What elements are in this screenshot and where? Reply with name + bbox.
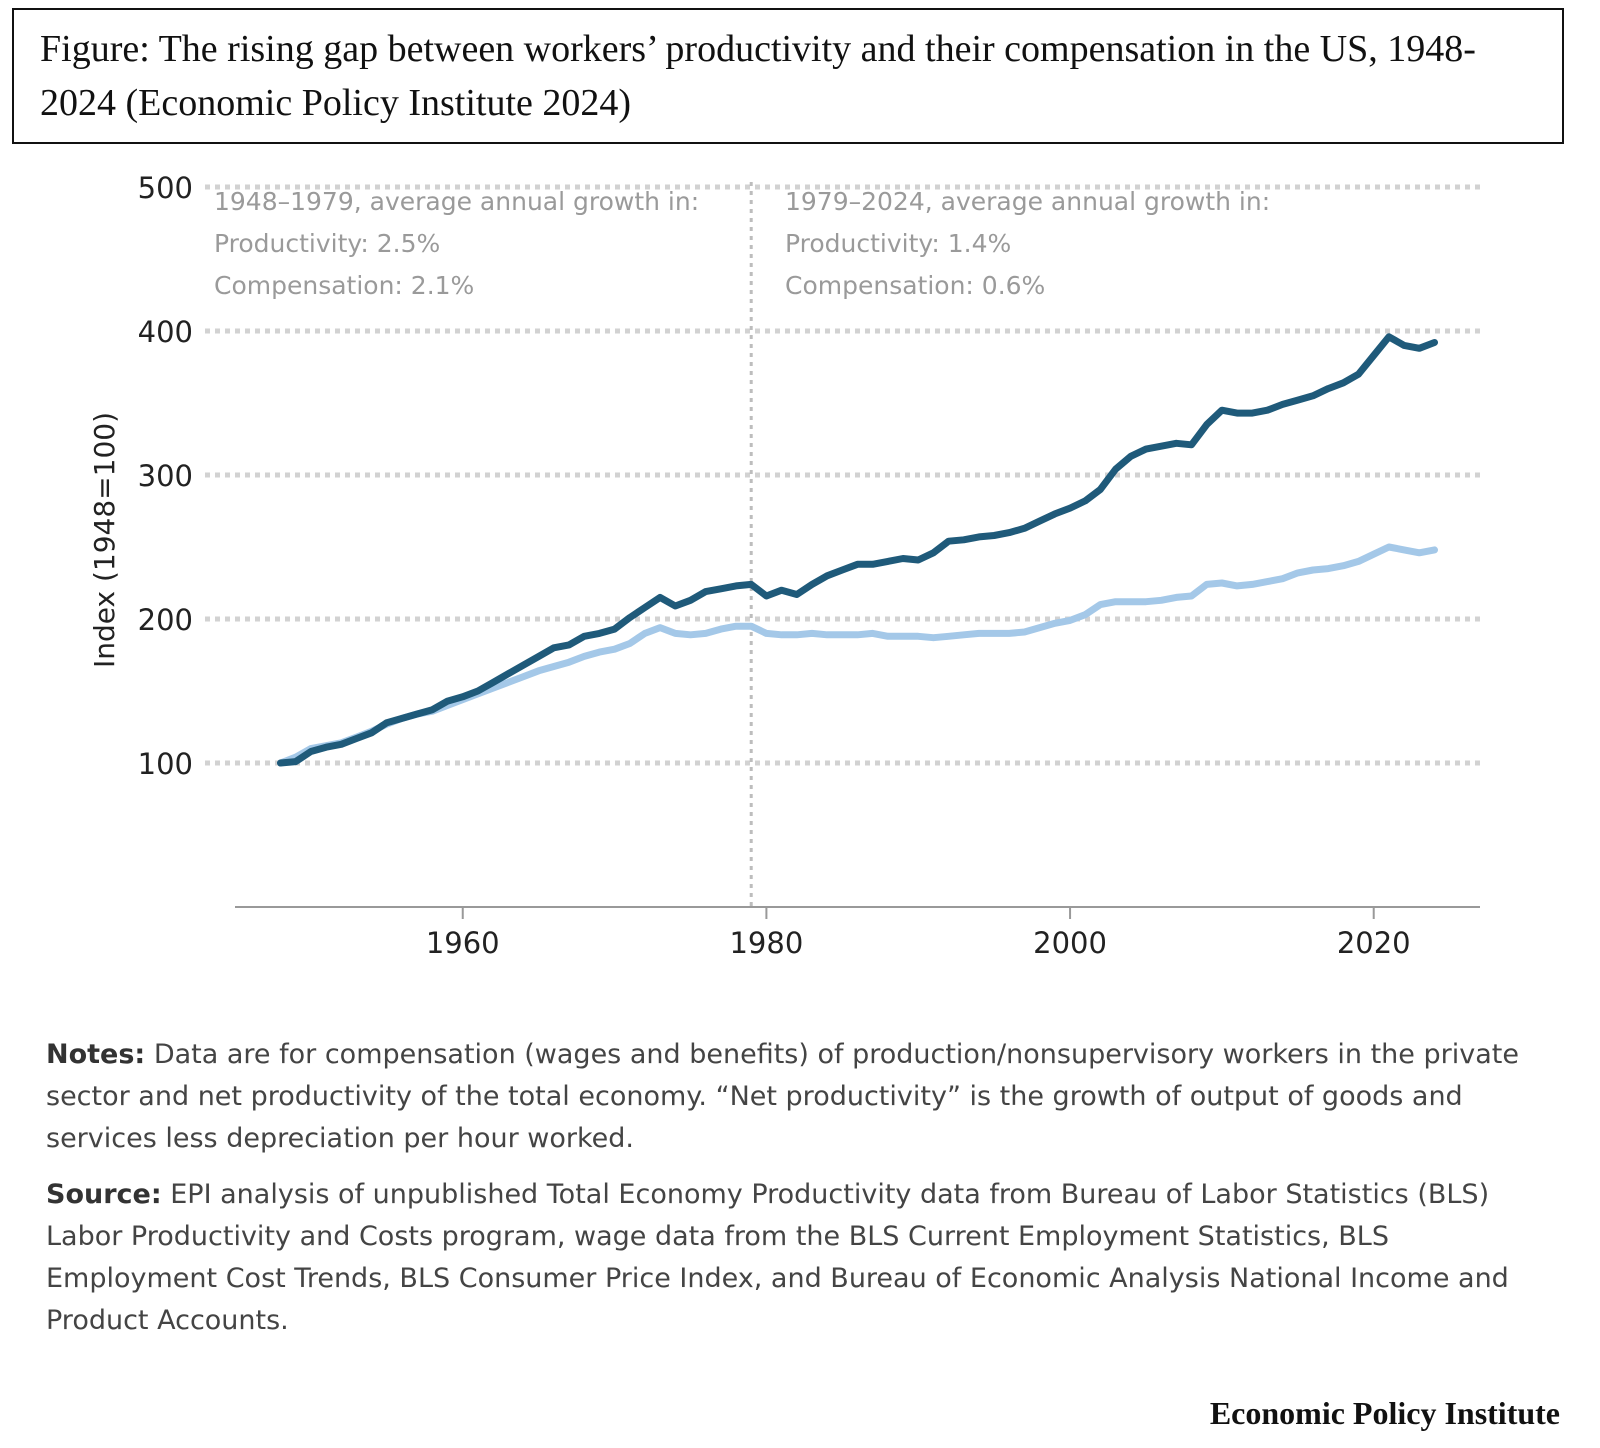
brand-logo-text: Economic Policy Institute bbox=[1209, 1395, 1560, 1431]
y-tick-label-100: 100 bbox=[138, 747, 193, 781]
notes-section: Notes: Data are for compensation (wages … bbox=[46, 1034, 1566, 1356]
y-tick-label-200: 200 bbox=[138, 603, 193, 637]
source-text: EPI analysis of unpublished Total Econom… bbox=[46, 1179, 1509, 1336]
annotation-2-line-3: Compensation: 0.6% bbox=[785, 271, 1045, 300]
productivity-compensation-chart: 100 200 300 400 500 1960 1980 2000 2020 1948–19… bbox=[138, 171, 1482, 960]
growth-annotations: 1948–1979, average annual growth in: Prod… bbox=[214, 187, 1270, 300]
annotation-2-line-2: Productivity: 1.4% bbox=[785, 229, 1011, 258]
y-axis-label: Index (1948=100) bbox=[88, 412, 121, 668]
x-axis-ticks: 1960 1980 2000 2020 bbox=[426, 907, 1411, 960]
x-tick-label-2020: 2020 bbox=[1337, 926, 1411, 960]
productivity-series-line bbox=[277, 333, 1438, 767]
annotation-2-line-1: 1979–2024, average annual growth in: bbox=[785, 187, 1270, 216]
gridlines bbox=[205, 184, 1482, 766]
y-axis-ticks: 100 200 300 400 500 bbox=[138, 171, 193, 781]
annotation-1-line-3: Compensation: 2.1% bbox=[214, 271, 474, 300]
x-tick-label-2000: 2000 bbox=[1033, 926, 1107, 960]
source-paragraph: Source: EPI analysis of unpublished Tota… bbox=[46, 1174, 1566, 1342]
compensation-series-line bbox=[277, 543, 1438, 767]
x-tick-label-1960: 1960 bbox=[426, 926, 500, 960]
series-lines bbox=[277, 333, 1438, 767]
y-axis-label-box: Index (1948=100) bbox=[88, 412, 121, 668]
x-tick-label-1980: 1980 bbox=[729, 926, 803, 960]
y-tick-label-400: 400 bbox=[138, 315, 193, 349]
annotation-1-line-2: Productivity: 2.5% bbox=[214, 229, 440, 258]
notes-label: Notes: bbox=[46, 1039, 146, 1070]
notes-text: Data are for compensation (wages and ben… bbox=[46, 1039, 1519, 1154]
figure-caption-text: Figure: The rising gap between workers’ … bbox=[40, 28, 1476, 124]
source-label: Source: bbox=[46, 1179, 162, 1210]
y-tick-label-500: 500 bbox=[138, 171, 193, 205]
annotation-1-line-1: 1948–1979, average annual growth in: bbox=[214, 187, 699, 216]
notes-paragraph: Notes: Data are for compensation (wages … bbox=[46, 1034, 1566, 1160]
figure-caption: Figure: The rising gap between workers’ … bbox=[12, 8, 1564, 144]
y-tick-label-300: 300 bbox=[138, 459, 193, 493]
